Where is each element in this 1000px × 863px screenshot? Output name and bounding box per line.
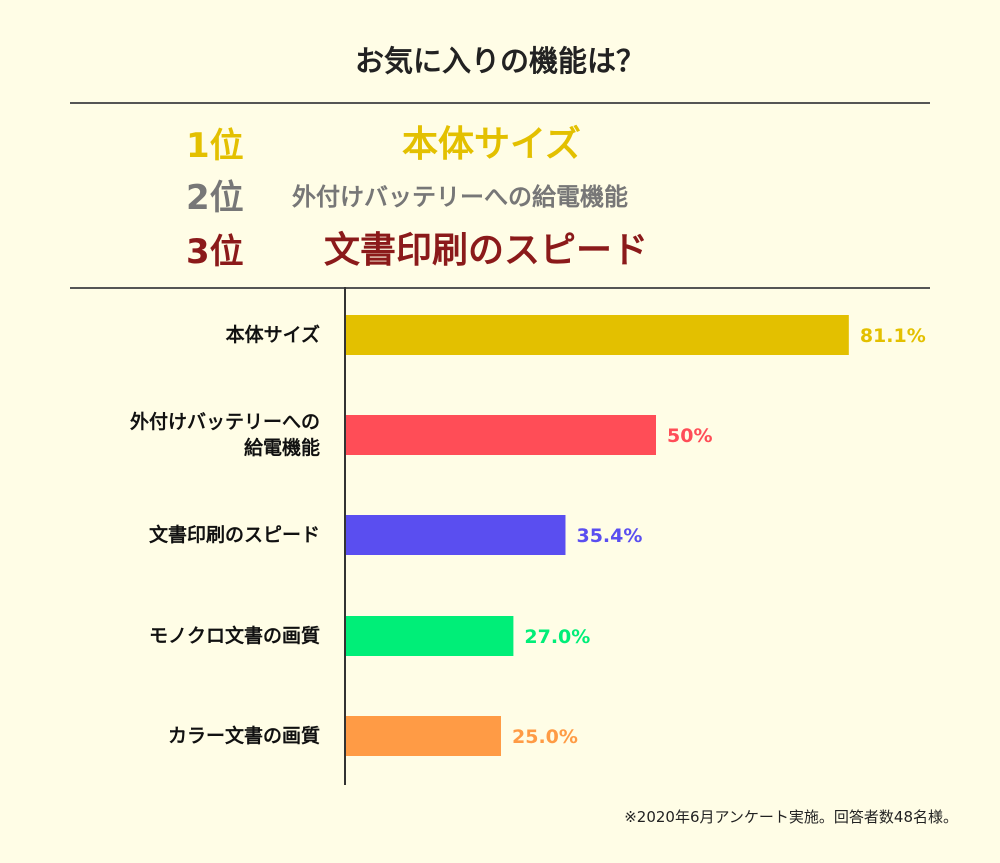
category-label-line: 外付けバッテリーへの xyxy=(129,411,320,433)
category-label-line: カラー文書の画質 xyxy=(167,725,320,747)
value-label-2: 50% xyxy=(667,425,712,447)
value-label-3: 35.4% xyxy=(576,525,642,547)
category-label-line: 文書印刷のスピード xyxy=(148,524,320,546)
category-label-1: 本体サイズ xyxy=(20,322,320,348)
category-label-line: モノクロ文書の画質 xyxy=(148,625,320,647)
rank-1-label: 1位 xyxy=(186,126,244,166)
category-label-2: 外付けバッテリーへの給電機能 xyxy=(20,409,320,461)
ranking-divider xyxy=(70,287,930,289)
value-label-1: 81.1% xyxy=(860,325,926,347)
bar-4 xyxy=(346,616,514,656)
category-label-line: 給電機能 xyxy=(243,437,320,459)
rank-2-name: 外付けバッテリーへの給電機能 xyxy=(292,183,628,211)
chart-title: お気に入りの機能は？ xyxy=(354,44,645,78)
rank-1-name: 本体サイズ xyxy=(402,124,581,165)
bar-5 xyxy=(346,716,501,756)
category-label-line: 本体サイズ xyxy=(225,324,320,346)
category-label-4: モノクロ文書の画質 xyxy=(20,623,320,649)
bar-3 xyxy=(346,515,566,555)
value-label-4: 27.0% xyxy=(524,626,590,648)
rank-3-label: 3位 xyxy=(186,232,244,272)
bar-1 xyxy=(346,315,849,355)
category-label-3: 文書印刷のスピード xyxy=(20,522,320,548)
footnote: ※2020年6月アンケート実施。回答者数48名様。 xyxy=(624,808,958,826)
title-divider xyxy=(70,102,930,104)
rank-2-label: 2位 xyxy=(186,178,244,218)
value-label-5: 25.0% xyxy=(512,726,578,748)
bar-2 xyxy=(346,415,656,455)
rank-3-name: 文書印刷のスピード xyxy=(324,230,649,271)
category-label-5: カラー文書の画質 xyxy=(20,723,320,749)
